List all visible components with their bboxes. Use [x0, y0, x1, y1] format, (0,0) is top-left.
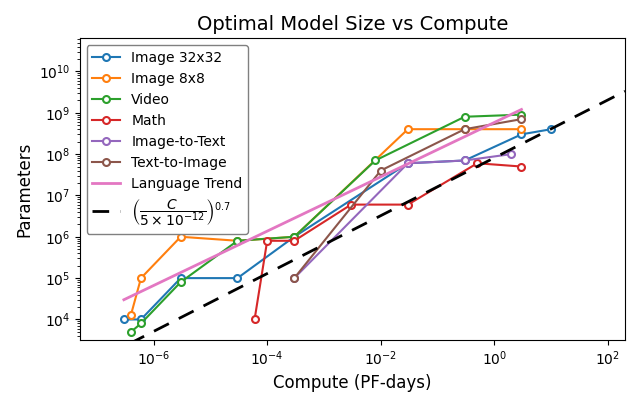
Legend: Image 32x32, Image 8x8, Video, Math, Image-to-Text, Text-to-Image, Language Tren: Image 32x32, Image 8x8, Video, Math, Ima… [86, 45, 248, 234]
X-axis label: Compute (PF-days): Compute (PF-days) [273, 374, 431, 392]
Y-axis label: Parameters: Parameters [15, 142, 33, 237]
Title: Optimal Model Size vs Compute: Optimal Model Size vs Compute [196, 15, 508, 34]
